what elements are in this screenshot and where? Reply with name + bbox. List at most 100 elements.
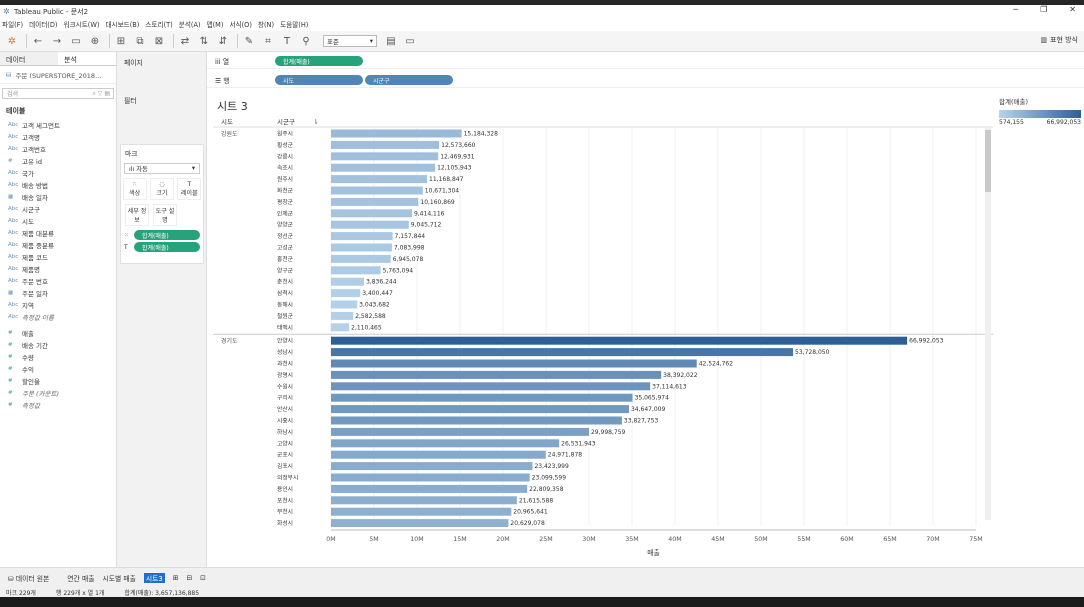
bar[interactable] bbox=[331, 152, 439, 161]
field-item[interactable]: Abc 고객번호 bbox=[0, 143, 116, 155]
labels-icon[interactable]: T bbox=[283, 35, 291, 47]
size-button[interactable]: ◌ 크기 bbox=[149, 178, 174, 200]
tableau-home-icon[interactable]: ✲ bbox=[7, 35, 17, 47]
bar[interactable] bbox=[331, 323, 350, 332]
bar[interactable] bbox=[331, 370, 662, 379]
bar[interactable] bbox=[331, 427, 589, 436]
clear-sheet-icon[interactable]: ⊠ bbox=[154, 35, 164, 47]
bar[interactable] bbox=[331, 462, 533, 471]
field-item[interactable]: Abc 고객명 bbox=[0, 131, 116, 143]
color-legend[interactable]: 합계(매출) 574,155 66,992,053 bbox=[999, 96, 1084, 136]
menu-format[interactable]: 서식(O) bbox=[229, 21, 252, 29]
mark-type-select[interactable]: ılı 자동 ▾ bbox=[124, 163, 200, 174]
group-icon[interactable]: ⌗ bbox=[265, 35, 271, 47]
label-button[interactable]: T 레이블 bbox=[177, 178, 202, 200]
pages-card[interactable]: 페이지 bbox=[120, 54, 204, 90]
tooltip-button[interactable]: 도구 설명 bbox=[153, 204, 177, 226]
show-me-button[interactable]: ▥ 표현 방식 bbox=[1040, 35, 1078, 45]
new-dashboard-icon[interactable]: ⊟ bbox=[186, 573, 193, 582]
field-item[interactable]: Abc 배송 방법 bbox=[0, 179, 116, 191]
field-item[interactable]: Abc 주문 번호 bbox=[0, 275, 116, 287]
bar[interactable] bbox=[331, 359, 697, 368]
new-worksheet-icon[interactable]: ⊞ bbox=[116, 35, 126, 47]
highlight-icon[interactable]: ✎ bbox=[244, 35, 254, 47]
bar[interactable] bbox=[331, 300, 358, 309]
bar[interactable] bbox=[331, 254, 391, 263]
bar[interactable] bbox=[331, 348, 794, 357]
field-item[interactable]: Abc 측정값 이름 bbox=[0, 311, 116, 323]
presentation-icon[interactable]: ▭ bbox=[405, 35, 415, 47]
rows-pill-sido[interactable]: 시도 bbox=[275, 75, 363, 85]
data-source-item[interactable]: ⛁ 주문 (SUPERSTORE_2018... bbox=[0, 66, 116, 84]
rows-pill-sigungu[interactable]: 시군구 bbox=[365, 75, 453, 85]
redo-icon[interactable]: → bbox=[52, 35, 62, 47]
bar[interactable] bbox=[331, 450, 546, 459]
bar[interactable] bbox=[331, 220, 409, 229]
field-item[interactable]: ▦ 배송 일자 bbox=[0, 191, 116, 203]
field-item[interactable]: # 매출 bbox=[0, 327, 116, 339]
pin-icon[interactable]: ⚲ bbox=[302, 35, 310, 47]
field-item[interactable]: Abc 고객 세그먼트 bbox=[0, 119, 116, 131]
bar[interactable] bbox=[331, 519, 509, 528]
sort-desc-icon[interactable]: ⇵ bbox=[218, 35, 228, 47]
bar[interactable] bbox=[331, 416, 622, 425]
bar[interactable] bbox=[331, 175, 428, 184]
field-item[interactable]: Abc 제품 대분류 bbox=[0, 227, 116, 239]
show-cards-icon[interactable]: ▤ bbox=[386, 35, 396, 47]
menu-window[interactable]: 창(N) bbox=[257, 21, 275, 29]
bar[interactable] bbox=[331, 277, 364, 286]
bar[interactable] bbox=[331, 496, 517, 505]
columns-pill[interactable]: 합계(매출) bbox=[275, 56, 363, 66]
minimize-icon[interactable]: ─ bbox=[1013, 5, 1019, 14]
bar[interactable] bbox=[331, 163, 436, 172]
field-item[interactable]: # 할인율 bbox=[0, 375, 116, 387]
rows-shelf[interactable]: ☰ 행 시도 시군구 bbox=[207, 73, 1084, 88]
data-source-tab[interactable]: ⛁ 데이터 원본 bbox=[8, 573, 49, 583]
bar[interactable] bbox=[331, 382, 651, 391]
bar[interactable] bbox=[331, 140, 440, 149]
menu-story[interactable]: 스토리(T) bbox=[145, 21, 173, 29]
bar[interactable] bbox=[331, 507, 512, 516]
search-field[interactable]: 검색 ⌕ ▽ ▤ bbox=[2, 88, 114, 99]
menu-dashboard[interactable]: 대시보드(B) bbox=[105, 21, 140, 29]
bar[interactable] bbox=[331, 484, 528, 493]
field-item[interactable]: ▦ 주문 일자 bbox=[0, 287, 116, 299]
tab-analytics[interactable]: 분석 bbox=[64, 56, 77, 64]
columns-shelf[interactable]: iii 열 합계(매출) bbox=[207, 54, 1084, 69]
field-item[interactable]: Abc 시군구 bbox=[0, 203, 116, 215]
field-item[interactable]: Abc 지역 bbox=[0, 299, 116, 311]
new-sheet-icon[interactable]: ⊞ bbox=[172, 573, 179, 582]
field-item[interactable]: Abc 제품 코드 bbox=[0, 251, 116, 263]
color-button[interactable]: ⁙ 색상 bbox=[122, 178, 147, 200]
menu-map[interactable]: 맵(M) bbox=[206, 21, 224, 29]
maximize-icon[interactable]: ❐ bbox=[1040, 5, 1048, 14]
menu-worksheet[interactable]: 워크시트(W) bbox=[63, 21, 100, 29]
bar[interactable] bbox=[331, 129, 462, 138]
color-measure-pill[interactable]: 합계(매출) bbox=[134, 230, 200, 240]
detail-button[interactable]: 세부 정보 bbox=[125, 204, 149, 226]
close-icon[interactable]: ✕ bbox=[1069, 5, 1076, 14]
new-datasource-icon[interactable]: ⊕ bbox=[90, 35, 100, 47]
tab-sido-sales[interactable]: 시도별 매출 bbox=[102, 574, 136, 583]
bar[interactable] bbox=[331, 336, 908, 345]
bar[interactable] bbox=[331, 197, 419, 206]
filters-card[interactable]: 필터 bbox=[120, 92, 204, 138]
field-item[interactable]: Abc 국가 bbox=[0, 167, 116, 179]
tab-data[interactable]: 데이터 bbox=[0, 52, 58, 65]
bar[interactable] bbox=[331, 243, 392, 252]
bar[interactable] bbox=[331, 232, 393, 241]
field-item[interactable]: Abc 제품명 bbox=[0, 263, 116, 275]
bar[interactable] bbox=[331, 311, 354, 320]
menu-data[interactable]: 데이터(D) bbox=[29, 21, 58, 29]
tab-annual-sales[interactable]: 연간 매출 bbox=[67, 574, 95, 583]
label-measure-pill[interactable]: 합계(매출) bbox=[134, 242, 200, 252]
field-item[interactable]: # 주문 (카운트) bbox=[0, 387, 116, 399]
tab-sheet3[interactable]: 시트3 bbox=[143, 572, 165, 583]
new-story-icon[interactable]: ⊡ bbox=[200, 573, 206, 582]
bar[interactable] bbox=[331, 405, 629, 414]
sort-asc-icon[interactable]: ⇅ bbox=[199, 35, 209, 47]
field-item[interactable]: Abc 시도 bbox=[0, 215, 116, 227]
field-item[interactable]: # 수량 bbox=[0, 351, 116, 363]
bar[interactable] bbox=[331, 393, 633, 402]
